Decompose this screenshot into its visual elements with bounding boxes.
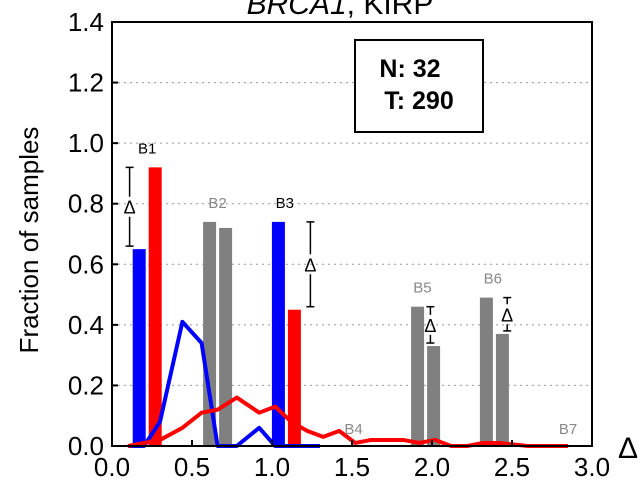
y-tick-label: 0.2 <box>68 370 104 400</box>
delta-symbol: Δ <box>501 305 513 325</box>
bar-b3-2 <box>287 309 301 446</box>
bar-b2-1 <box>203 221 217 446</box>
x-tick-label: 2.0 <box>414 452 450 482</box>
x-axis-ticks: 0.0 0.5 1.0 1.5 2.0 2.5 3.0 <box>94 440 610 482</box>
delta-symbol: Δ <box>424 316 436 336</box>
stats-n: N: 32 <box>379 55 440 83</box>
chart-title-cohort: , KIRP <box>347 0 434 21</box>
bars <box>132 167 509 446</box>
x-axis-label: Δ <box>618 432 638 465</box>
bin-label-b4: B4 <box>344 421 362 438</box>
delta-b1: Δ <box>124 166 136 247</box>
bin-label-b2: B2 <box>208 195 226 212</box>
bin-label-b7: B7 <box>559 421 577 438</box>
stats-t: T: 290 <box>384 87 453 115</box>
bar-b5-2 <box>427 346 441 446</box>
delta-symbol: Δ <box>304 255 316 275</box>
bar-b6-1 <box>479 297 493 446</box>
bar-b3-1 <box>271 221 285 446</box>
y-tick-label: 0.4 <box>68 310 104 340</box>
y-tick-label: 1.2 <box>68 68 104 98</box>
stats-box-frame <box>354 39 484 133</box>
chart-title: BRCA1, KIRP <box>247 0 434 21</box>
delta-markers: Δ Δ Δ Δ <box>124 166 513 344</box>
x-tick-label: 2.5 <box>494 452 530 482</box>
y-tick-label: 0.0 <box>68 431 104 461</box>
y-tick-label: 1.4 <box>68 7 104 37</box>
bar-b2-2 <box>219 227 233 446</box>
y-tick-label: 0.8 <box>68 189 104 219</box>
bar-b1-1 <box>132 249 146 446</box>
bin-label-b5: B5 <box>413 280 431 297</box>
delta-b5: Δ <box>424 305 436 344</box>
x-tick-label: 1.5 <box>334 452 370 482</box>
x-tick-label: 1.0 <box>254 452 290 482</box>
chart-title-gene: BRCA1 <box>247 0 347 21</box>
bin-label-b6: B6 <box>484 271 502 288</box>
y-axis-label: Fraction of samples <box>14 127 44 354</box>
y-tick-label: 1.0 <box>68 128 104 158</box>
delta-b6: Δ <box>501 296 513 332</box>
bin-labels: B1 B2 B3 B4 B5 B6 B7 <box>138 140 577 438</box>
plot-frame <box>111 21 593 447</box>
delta-symbol: Δ <box>124 198 136 218</box>
y-axis-ticks: 0.0 0.2 0.4 0.6 0.8 1.0 1.2 1.4 <box>68 7 118 461</box>
delta-b3: Δ <box>304 221 316 308</box>
bin-label-b1: B1 <box>138 140 156 157</box>
bar-b1-2 <box>148 167 162 446</box>
x-tick-label: 0.5 <box>174 452 210 482</box>
grid <box>112 82 592 386</box>
y-tick-label: 0.6 <box>68 249 104 279</box>
bin-label-b3: B3 <box>276 195 294 212</box>
x-tick-label: 3.0 <box>574 452 610 482</box>
bar-b5-1 <box>411 306 425 446</box>
bar-b6-2 <box>495 333 509 446</box>
stats-box: N: 32 T: 290 <box>354 39 484 133</box>
x-tick-label: 0.0 <box>94 452 130 482</box>
